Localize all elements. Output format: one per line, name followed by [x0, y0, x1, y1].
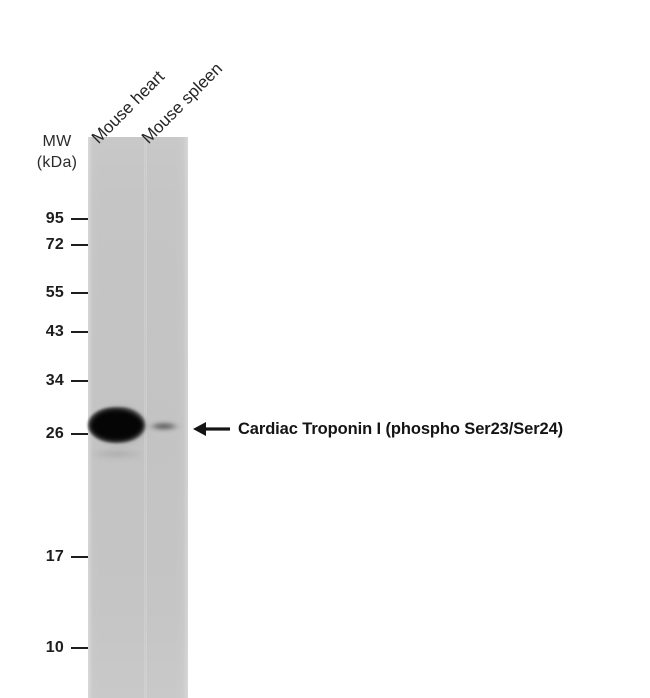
mw-marker-43: 43: [10, 322, 88, 342]
mw-marker-label: 34: [45, 372, 64, 389]
mw-marker-tick-icon: [71, 218, 88, 220]
blot-membrane: [84, 137, 188, 698]
mw-marker-55: 55: [10, 283, 88, 303]
mw-marker-17: 17: [10, 547, 88, 567]
mw-marker-95: 95: [10, 209, 88, 229]
mw-marker-tick-icon: [71, 244, 88, 246]
mw-marker-label: 55: [45, 284, 64, 301]
mw-marker-tick-icon: [71, 433, 88, 435]
mw-header-line1: MW: [42, 133, 72, 150]
band-mouse-heart-smear: [92, 449, 142, 459]
mw-axis-header: MW (kDa): [28, 131, 86, 173]
mw-marker-label: 95: [45, 210, 64, 227]
mw-marker-tick-icon: [71, 647, 88, 649]
mw-marker-34: 34: [10, 371, 88, 391]
mw-marker-label: 72: [45, 236, 64, 253]
mw-marker-tick-icon: [71, 331, 88, 333]
mw-marker-72: 72: [10, 235, 88, 255]
lane-divider: [144, 137, 147, 698]
mw-marker-tick-icon: [71, 292, 88, 294]
band-mouse-spleen-core: [154, 423, 174, 429]
mw-marker-tick-icon: [71, 380, 88, 382]
band-mouse-heart-core: [91, 412, 143, 439]
mw-marker-label: 10: [45, 639, 64, 656]
band-annotation: Cardiac Troponin I (phospho Ser23/Ser24): [193, 417, 573, 441]
band-mouse-spleen: [148, 422, 182, 431]
left-arrow-icon: [193, 422, 230, 436]
mw-marker-26: 26: [10, 424, 88, 444]
mw-marker-10: 10: [10, 638, 88, 658]
mw-marker-label: 17: [45, 548, 64, 565]
mw-marker-label: 43: [45, 323, 64, 340]
mw-marker-label: 26: [45, 425, 64, 442]
mw-header-line2: (kDa): [36, 154, 78, 172]
mw-marker-tick-icon: [71, 556, 88, 558]
band-annotation-label: Cardiac Troponin I (phospho Ser23/Ser24): [238, 419, 564, 438]
